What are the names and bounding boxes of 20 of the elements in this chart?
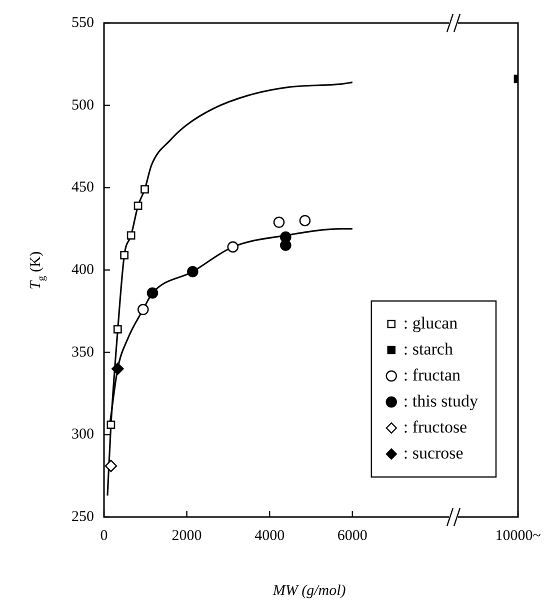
y-tick-label: 400 [72,262,94,278]
legend-label: : fructose [403,417,468,436]
x-tick-label: 2000 [172,528,202,544]
x-tick-label: 4000 [254,528,285,544]
x-tick-label: 0 [100,528,108,544]
y-tick-label: 250 [72,508,94,525]
legend-label: : fructan [403,365,461,384]
y-axis-title: Tg (K) [28,251,48,290]
y-tick-label: 500 [72,97,94,114]
legend-label: : starch [403,339,454,358]
y-tick-label: 550 [72,14,94,31]
y-tick-label: 450 [72,180,94,196]
legend-label: : this study [403,391,478,410]
x-tick-label: 10000~ [495,528,541,544]
y-tick-label: 300 [72,426,94,443]
legend-label: : sucrose [403,443,464,462]
y-tick-label: 350 [72,344,94,360]
x-tick-label: 6000 [337,528,368,544]
x-axis-title: MW (g/mol) [272,583,346,599]
legend-label: : glucan [403,313,458,332]
